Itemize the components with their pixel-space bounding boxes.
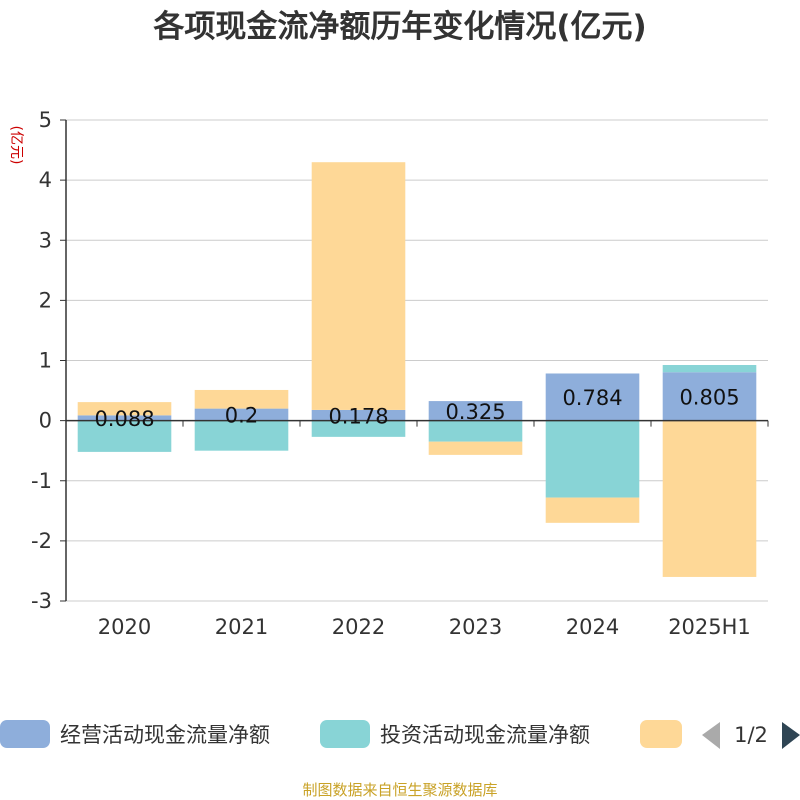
legend-label-investing: 投资活动现金流量净额 (380, 723, 590, 747)
legend-page-indicator: 1/2 (734, 723, 768, 747)
bar-series2-2024[interactable] (545, 497, 640, 523)
legend-item-financing[interactable] (640, 720, 682, 748)
legend-item-operating[interactable]: 经营活动现金流量净额 (0, 720, 270, 748)
legend-prev-arrow-icon[interactable] (702, 722, 720, 749)
y-tick-label: 0 (39, 409, 52, 433)
bar-series1-2020[interactable] (77, 420, 172, 452)
legend-swatch-financing (640, 720, 682, 748)
bar-series2-2023[interactable] (428, 441, 523, 455)
legend-label-operating: 经营活动现金流量净额 (60, 723, 270, 747)
bar-series2-2025H1[interactable] (662, 420, 757, 577)
data-labels: 0.088 0.2 0.178 0.325 0.784 0.805 (94, 385, 739, 431)
chart-title: 各项现金流净额历年变化情况(亿元) (152, 9, 646, 45)
y-tick-label: -3 (31, 589, 52, 613)
legend-item-investing[interactable]: 投资活动现金流量净额 (320, 720, 590, 748)
x-tick-label: 2024 (566, 615, 619, 639)
data-label: 0.784 (562, 386, 622, 410)
bar-series0-2025H1[interactable] (662, 372, 757, 421)
data-label: 0.805 (679, 385, 739, 409)
y-tick-label: -1 (31, 469, 52, 493)
bar-series0-2021[interactable] (194, 408, 289, 421)
bar-series0-2022[interactable] (311, 409, 406, 421)
x-tick-label: 2021 (215, 615, 268, 639)
bar-series1-2025H1[interactable] (662, 365, 757, 373)
unit-label: (亿元) (8, 126, 24, 165)
bar-series1-2021[interactable] (194, 420, 289, 451)
x-tick-label: 2023 (449, 615, 502, 639)
axes: 5 4 3 2 1 0 -1 -2 -3 2020 2021 2022 2023 2024 2025H1 (31, 108, 769, 639)
y-tick-label: 1 (39, 349, 52, 373)
y-tick-label: 3 (39, 228, 52, 252)
bars (77, 162, 757, 577)
x-tick-label: 2020 (98, 615, 151, 639)
y-tick-label: 4 (39, 168, 52, 192)
bar-series1-2024[interactable] (545, 420, 640, 498)
data-label: 0.178 (328, 404, 388, 428)
data-source: 制图数据来自恒生聚源数据库 (302, 781, 497, 799)
legend-swatch-investing (320, 720, 370, 748)
legend-swatch-operating (0, 720, 50, 748)
legend: 经营活动现金流量净额 投资活动现金流量净额 1/2 (0, 720, 800, 749)
legend-next-arrow-icon[interactable] (782, 722, 800, 749)
y-tick-label: 5 (39, 108, 52, 132)
data-label: 0.088 (94, 407, 154, 431)
bar-series0-2020[interactable] (77, 415, 172, 421)
y-tick-label: 2 (39, 288, 52, 312)
bar-series0-2023[interactable] (428, 401, 523, 421)
bar-series1-2023[interactable] (428, 420, 523, 442)
bar-series2-2022[interactable] (311, 162, 406, 410)
bar-series2-2021[interactable] (194, 389, 289, 409)
y-tick-label: -2 (31, 529, 52, 553)
bar-series1-2022[interactable] (311, 420, 406, 437)
bar-series0-2024[interactable] (545, 373, 640, 421)
x-tick-label: 2025H1 (668, 615, 751, 639)
data-label: 0.2 (225, 404, 258, 428)
data-label: 0.325 (445, 400, 505, 424)
bar-series2-2020[interactable] (77, 402, 172, 416)
x-tick-label: 2022 (332, 615, 385, 639)
